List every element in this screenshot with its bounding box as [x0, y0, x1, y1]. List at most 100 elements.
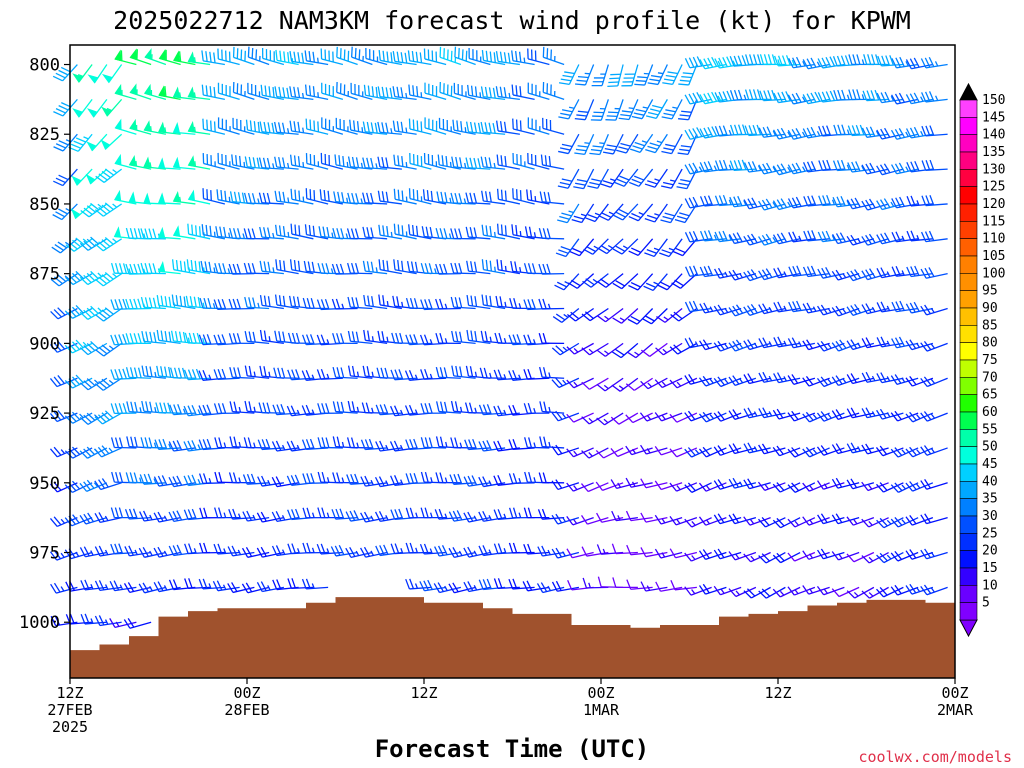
wind-barb: [468, 48, 491, 66]
wind-barb: [420, 403, 447, 414]
wind-barb: [361, 402, 388, 414]
wind-barb: [861, 443, 889, 455]
y-tick-label: 1000: [19, 613, 60, 633]
wind-barb: [613, 203, 639, 221]
wind-barb: [94, 478, 122, 491]
wind-barb: [539, 436, 565, 449]
wind-barb: [831, 477, 860, 489]
wind-barb: [920, 230, 948, 243]
wind-barb: [566, 377, 594, 389]
wind-barb: [377, 156, 402, 170]
wind-barb: [185, 295, 211, 310]
wind-barb: [512, 188, 535, 205]
wind-barb: [817, 513, 845, 525]
wind-barb: [616, 133, 639, 154]
wind-barb: [574, 133, 595, 155]
wind-barb: [496, 223, 521, 240]
colorbar-swatch: [959, 238, 978, 257]
wind-barb: [408, 188, 432, 205]
wind-barb: [187, 121, 211, 135]
wind-barb: [94, 410, 122, 425]
wind-barb: [289, 154, 314, 170]
wind-barb: [621, 64, 639, 87]
wind-barb: [611, 543, 638, 555]
wind-barb: [847, 161, 874, 173]
wind-barb: [684, 447, 712, 458]
wind-barb: [891, 300, 919, 313]
wind-barb: [816, 445, 845, 456]
wind-barb: [244, 296, 270, 310]
wind-barb: [640, 581, 668, 592]
wind-barb: [612, 238, 639, 255]
wind-barb: [612, 577, 638, 589]
wind-barb: [876, 127, 904, 140]
wind-barb: [876, 551, 904, 564]
wind-barb: [891, 231, 919, 243]
wind-barb: [392, 295, 417, 310]
wind-barb: [320, 152, 344, 170]
wind-barb: [53, 133, 78, 152]
wind-barb: [758, 551, 786, 564]
wind-barb: [305, 153, 329, 170]
wind-barb: [228, 298, 255, 310]
wind-barb: [274, 330, 299, 345]
wind-barb: [435, 366, 461, 379]
colorbar-swatch: [959, 515, 978, 534]
wind-barb: [758, 517, 786, 528]
wind-barb: [890, 374, 919, 385]
wind-barb: [53, 98, 78, 117]
colorbar-swatch: [959, 463, 978, 482]
wind-barb: [698, 482, 727, 492]
colorbar-swatch: [959, 602, 978, 621]
wind-barb: [661, 133, 683, 155]
wind-barb: [787, 196, 815, 209]
wind-barb: [158, 121, 181, 135]
wind-barb: [94, 202, 122, 217]
wind-barb: [439, 46, 462, 66]
wind-barb: [227, 545, 255, 557]
wind-barb: [275, 259, 299, 275]
colorbar-swatch: [959, 498, 978, 517]
wind-barb: [905, 481, 934, 492]
wind-barb: [773, 91, 801, 104]
wind-barb: [227, 582, 255, 594]
wind-barb: [640, 444, 668, 455]
wind-barb: [626, 342, 654, 359]
wind-barb: [758, 233, 786, 246]
wind-barb: [217, 48, 240, 66]
wind-barb: [674, 203, 698, 224]
colorbar-label: 80: [982, 336, 998, 351]
wind-barb: [787, 447, 816, 458]
wind-barb: [657, 273, 683, 291]
wind-barb: [346, 228, 373, 240]
wind-barb: [698, 411, 727, 423]
wind-barb: [625, 477, 653, 488]
colorbar-swatch: [959, 481, 978, 499]
colorbar-swatch: [959, 307, 978, 326]
wind-barb: [728, 477, 757, 489]
wind-barb: [362, 226, 388, 240]
colorbar-swatch: [959, 203, 978, 222]
wind-barb: [141, 365, 166, 379]
wind-barb: [170, 330, 196, 345]
wind-barb: [274, 224, 299, 240]
wind-barb: [110, 368, 137, 380]
wind-barb: [787, 92, 816, 105]
wind-barb: [552, 308, 580, 323]
wind-barb: [94, 445, 122, 458]
wind-barb: [656, 308, 683, 323]
wind-barb: [496, 154, 520, 170]
wind-barb: [68, 133, 93, 152]
wind-barb: [289, 120, 314, 135]
wind-barb: [363, 329, 388, 345]
wind-barb: [597, 238, 624, 255]
wind-barb: [480, 121, 506, 135]
colorbar-label: 125: [982, 180, 1005, 195]
terrain-area: [70, 597, 955, 678]
wind-barb: [905, 411, 934, 423]
colorbar-swatch: [959, 134, 978, 153]
wind-barb: [846, 269, 875, 282]
wind-barb: [787, 551, 816, 562]
wind-barb: [496, 259, 520, 275]
wind-barb: [611, 510, 638, 522]
